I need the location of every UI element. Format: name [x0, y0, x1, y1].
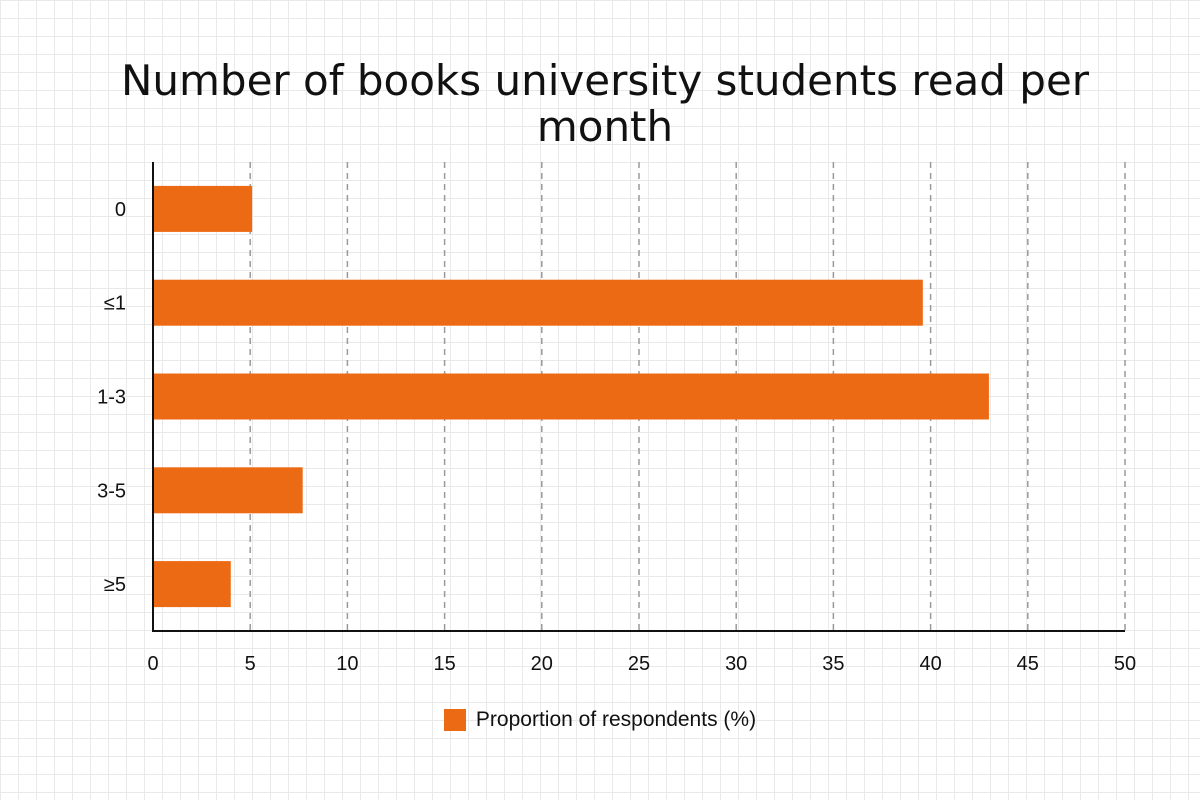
category-label: ≥5	[104, 574, 126, 596]
x-tick-label: 15	[433, 653, 455, 675]
category-label: 0	[115, 199, 126, 221]
x-tick-label: 10	[336, 653, 358, 675]
x-tick-labels: 0 5 10 15 20 25 30 35 40 45 50	[147, 653, 1136, 675]
axes	[152, 162, 1125, 632]
x-tick-label: 25	[628, 653, 650, 675]
bars	[154, 185, 989, 608]
bar	[154, 561, 231, 608]
x-tick-label: 40	[919, 653, 941, 675]
x-tick-label: 5	[245, 653, 256, 675]
bar	[154, 185, 253, 232]
bar	[154, 467, 303, 514]
legend-swatch	[443, 709, 466, 731]
legend: Proportion of respondents (%)	[0, 708, 1200, 732]
category-label: ≤1	[104, 293, 126, 315]
x-tick-label: 45	[1017, 653, 1039, 675]
x-tick-label: 50	[1114, 653, 1136, 675]
category-labels: 0 ≤1 1-3 3-5 ≥5	[97, 199, 126, 596]
category-label: 1-3	[97, 387, 126, 409]
chart-title: Number of books university students read…	[120, 56, 1090, 151]
legend-label: Proportion of respondents (%)	[475, 708, 757, 731]
category-label: 3-5	[97, 480, 126, 502]
bar	[154, 373, 989, 420]
bar	[154, 279, 923, 326]
x-tick-label: 35	[822, 653, 844, 675]
x-tick-label: 20	[531, 653, 553, 675]
x-tick-label: 30	[725, 653, 747, 675]
x-tick-label: 0	[147, 653, 158, 675]
